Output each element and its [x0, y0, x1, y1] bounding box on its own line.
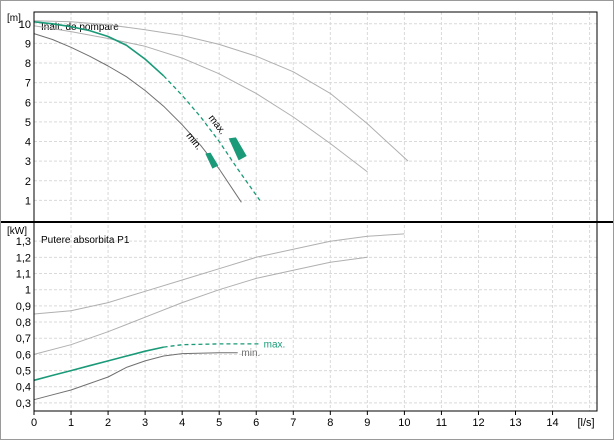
series-max-line	[33, 21, 165, 77]
x-tick-label: 11	[436, 417, 447, 429]
y-tick-label: 3	[25, 156, 31, 168]
x-tick-label: 7	[290, 417, 296, 429]
x-tick-label: 9	[364, 417, 370, 429]
x-tick-label: 0	[31, 417, 37, 429]
panel-title: Putere absorbita P1	[41, 235, 130, 246]
y-tick-labels-bottom: 0,3 0,4 0,5 0,6 0,7 0,8 0,9 1 1,1 1,2 1,3	[16, 236, 31, 410]
y-tick-label: 7	[25, 78, 31, 90]
series-min-line	[33, 352, 238, 401]
y-tick-label: 10	[19, 19, 31, 31]
series-max-dashed-line	[163, 343, 260, 348]
y-tick-label: 0,8	[16, 317, 31, 329]
x-tick-label: 13	[509, 417, 521, 429]
y-tick-label: 0,5	[16, 366, 31, 378]
x-tick-label: 5	[216, 417, 222, 429]
x-tick-label: 2	[105, 417, 111, 429]
panel-title: Inalt. de pompare	[41, 22, 119, 33]
y-tick-label: 4	[25, 137, 31, 149]
y-tick-label: 1,1	[16, 269, 31, 281]
x-tick-labels: 0 1 2 3 4 5 6 7 8 9 10 11 12 13 14	[31, 417, 559, 429]
y-tick-label: 0,6	[16, 349, 31, 361]
y-tick-label: 0,3	[16, 398, 31, 410]
series-1-line	[33, 233, 405, 315]
label-min-power: min.	[241, 348, 260, 359]
x-tick-label: 12	[472, 417, 484, 429]
x-tick-label: 3	[142, 417, 148, 429]
duty-marker-min	[205, 152, 219, 169]
y-tick-label: 0,9	[16, 301, 31, 313]
y-tick-label: 1,2	[16, 252, 31, 264]
x-axis-unit: [l/s]	[577, 417, 594, 429]
plot-border	[33, 11, 598, 412]
y-tick-label: 9	[25, 38, 31, 50]
series-min-line	[33, 33, 242, 203]
series-max-dashed-line	[163, 75, 261, 201]
duty-marker-max	[228, 137, 247, 161]
y-tick-label: 1	[25, 195, 31, 207]
y-tick-label: 0,4	[16, 382, 31, 394]
label-max-power: max.	[264, 340, 286, 351]
x-tick-label: 1	[68, 417, 74, 429]
y-axis-unit: [kW]	[7, 226, 27, 237]
x-tick-label: 4	[179, 417, 185, 429]
grid-top	[34, 12, 597, 220]
series-1-line	[33, 20, 409, 162]
y-tick-label: 5	[25, 117, 31, 129]
y-tick-labels-top: 1 2 3 4 5 6 7 8 9 10	[19, 19, 31, 208]
y-tick-label: 1,3	[16, 236, 31, 248]
y-axis-unit: [m]	[7, 13, 21, 24]
y-tick-label: 0,7	[16, 333, 31, 345]
y-tick-label: 2	[25, 176, 31, 188]
series-max-line	[33, 346, 164, 382]
x-tick-label: 8	[327, 417, 333, 429]
y-tick-label: 8	[25, 58, 31, 70]
duty-point-markers	[205, 137, 247, 169]
power-panel: 0,3 0,4 0,5 0,6 0,7 0,8 0,9 1 1,1 1,2 1,3[kW] Puter…	[7, 225, 597, 411]
x-tick-label: 6	[253, 417, 259, 429]
x-tick-label: 10	[398, 417, 410, 429]
series-2-line	[33, 25, 368, 173]
series-2-line	[33, 256, 368, 355]
grid-bottom	[34, 225, 597, 411]
y-tick-label: 1	[25, 285, 31, 297]
x-tick-label: 14	[546, 417, 558, 429]
y-tick-label: 6	[25, 97, 31, 109]
